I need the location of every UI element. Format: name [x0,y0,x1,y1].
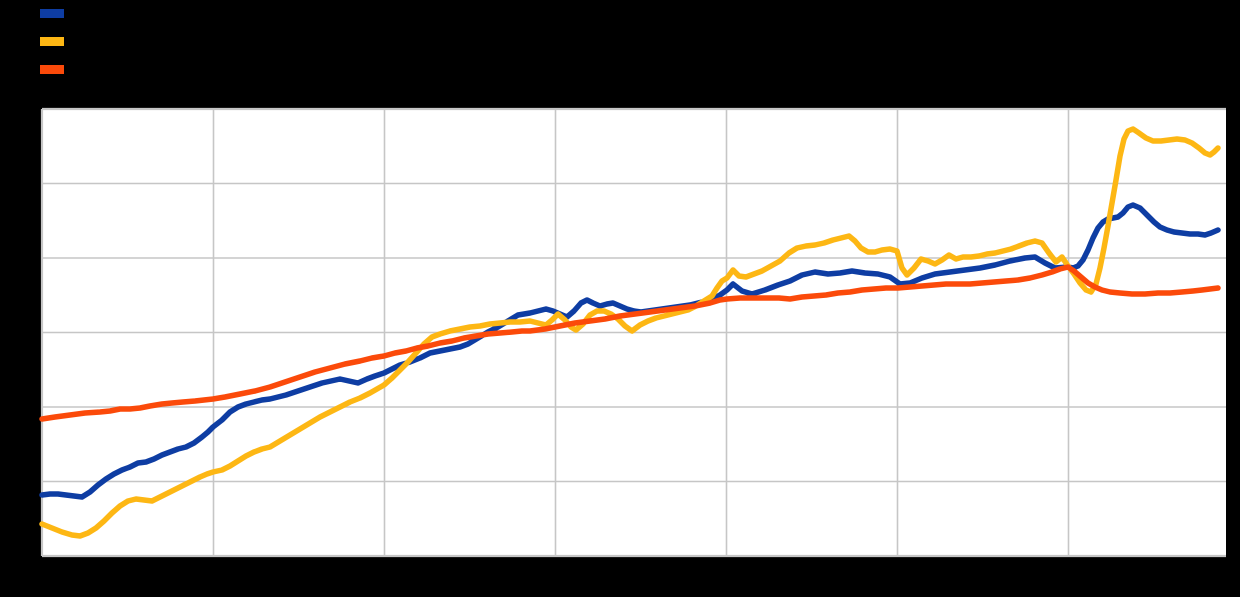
line-series-3-orange [39,264,1221,422]
legend-item-3 [40,65,72,74]
legend-item-1 [40,9,72,18]
line-series-1-blue [39,202,1221,500]
legend [0,0,400,90]
legend-swatch-series-1 [40,9,64,18]
legend-item-2 [40,37,72,46]
legend-swatch-series-3 [40,65,64,74]
legend-swatch-series-2 [40,37,64,46]
